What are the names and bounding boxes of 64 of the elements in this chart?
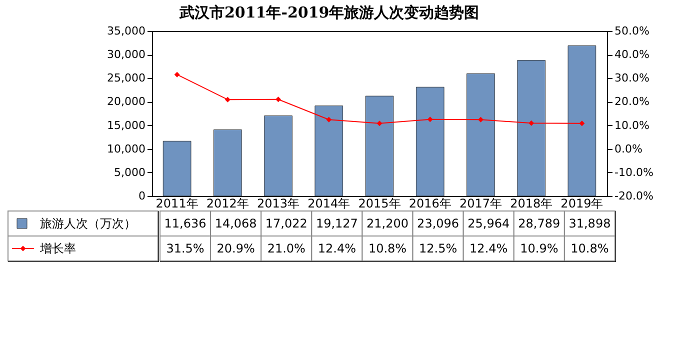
data-label: 25,964 (468, 216, 510, 230)
y2-tick-label: -20.0% (614, 190, 654, 202)
data-label: 11,636 (164, 216, 206, 230)
data-label: 20.9% (216, 242, 255, 256)
y2-tick-label: 50.0% (614, 24, 650, 38)
legend-label: 增长率 (39, 242, 76, 256)
data-label: 12.4% (470, 242, 508, 256)
point (376, 120, 382, 126)
x-tick-label: 2011年 (156, 196, 198, 210)
y-tick-label: 35,000 (107, 24, 146, 38)
y-tick-label: 25,000 (107, 72, 146, 85)
y-tick-label: 0 (138, 190, 146, 202)
data-label: 10.8% (570, 242, 609, 256)
y-tick-label: 10,000 (107, 142, 146, 156)
data-label: 10.9% (520, 242, 558, 256)
point (579, 120, 585, 126)
bar (466, 73, 495, 196)
data-label: 12.5% (418, 242, 458, 256)
point (276, 96, 282, 102)
y2-tick-label: 10.0% (614, 118, 650, 132)
bar (416, 86, 444, 196)
point (326, 116, 332, 122)
x-tick-label: 2014年 (308, 196, 350, 210)
point (478, 116, 484, 122)
x-tick-label: 2015年 (358, 196, 401, 210)
legend-label: 旅游人次（万次） (40, 216, 136, 230)
data-label: 17,022 (265, 216, 308, 230)
data-label: 31,898 (568, 216, 611, 230)
y2-tick-label: -10.0% (614, 166, 654, 179)
chart-title: 武汉市2011年-2019年旅游人次变动趋势图 (178, 4, 480, 22)
y2-tick-label: 40.0% (614, 48, 650, 62)
bar (314, 106, 344, 196)
data-label: 12.4% (318, 242, 356, 256)
data-label: 23,096 (417, 216, 460, 230)
data-label: 14,068 (214, 216, 257, 230)
point (528, 120, 534, 126)
bar (213, 129, 242, 196)
data-label: 19,127 (316, 216, 358, 230)
x-tick-label: 2012年 (206, 196, 249, 210)
x-tick-label: 2018年 (510, 196, 553, 210)
y-tick-label: 30,000 (107, 48, 146, 62)
data-label: 21,200 (366, 216, 408, 230)
data-label: 31.5% (166, 242, 204, 256)
data-label: 10.8% (368, 242, 407, 256)
y-tick-label: 5,000 (114, 166, 146, 179)
x-tick-label: 2017年 (459, 196, 502, 210)
y2-tick-label: 0.0% (614, 142, 642, 156)
y-tick-label: 15,000 (107, 118, 146, 132)
bar (365, 96, 394, 196)
y2-tick-label: 30.0% (614, 72, 650, 85)
y-tick-label: 20,000 (107, 95, 146, 108)
data-label: 28,789 (518, 216, 560, 230)
bar (162, 140, 192, 196)
point (174, 72, 180, 78)
bar (264, 116, 292, 196)
point (224, 96, 230, 102)
bar (568, 45, 596, 196)
data-label: 21.0% (267, 242, 306, 256)
y2-tick-label: 20.0% (614, 95, 650, 108)
x-tick-label: 2013年 (257, 196, 300, 210)
x-tick-label: 2016年 (408, 196, 452, 210)
bar (517, 60, 546, 196)
x-tick-label: 2019年 (560, 196, 604, 210)
point (427, 116, 433, 122)
